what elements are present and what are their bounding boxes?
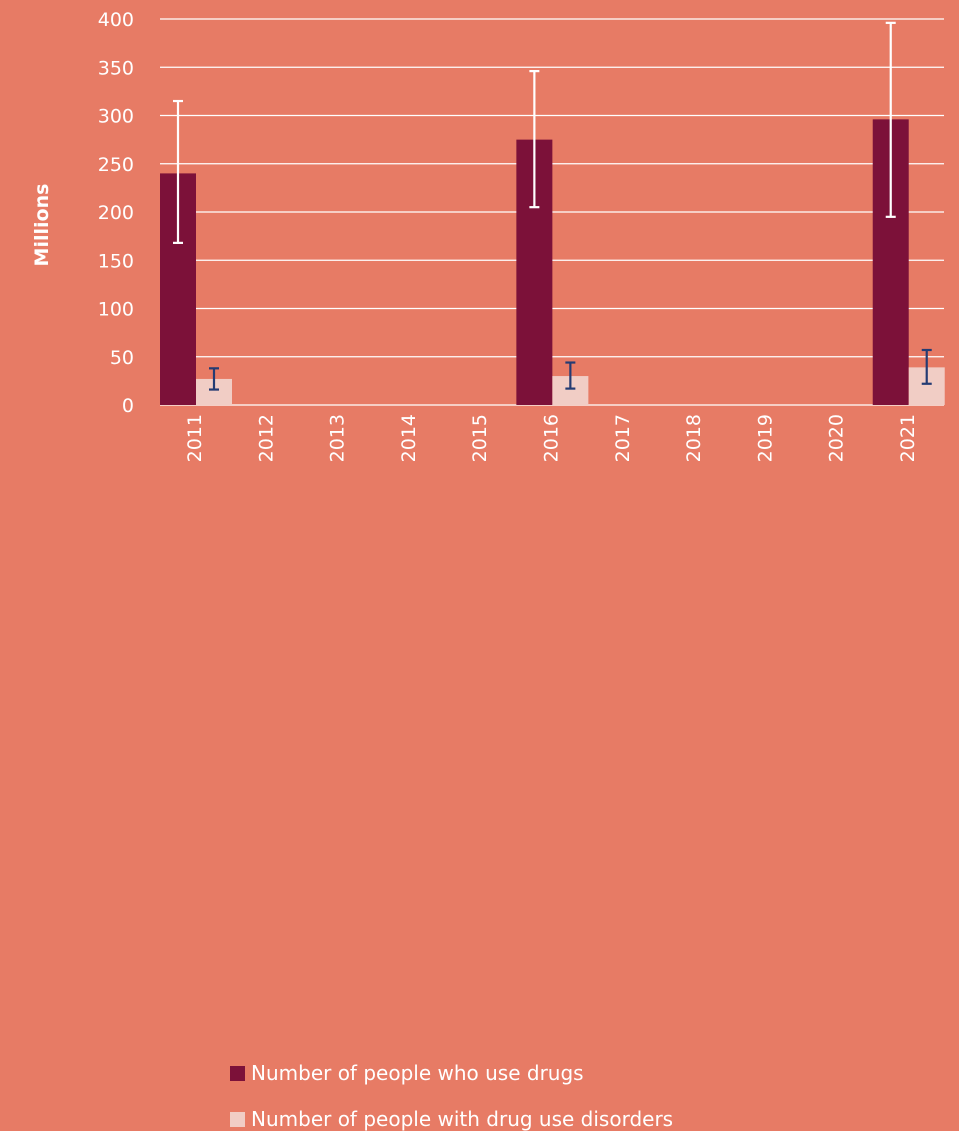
y-tick-label-400: 400 [98, 9, 134, 31]
x-tick-label-2020: 2020 [826, 414, 848, 462]
x-tick-label-2019: 2019 [754, 414, 776, 462]
chart-plot: Millions 0 50 100 150 200 250 300 350 400 2011 201… [31, 9, 945, 462]
chart: Millions 0 50 100 150 200 250 300 350 400 2011 201… [31, 9, 945, 1131]
y-axis-title: Millions [31, 184, 53, 267]
y-tick-label-200: 200 [98, 202, 134, 224]
legend-label-people-who-use-drugs: Number of people who use drugs [251, 1061, 584, 1085]
x-tick-label-2021: 2021 [897, 414, 919, 462]
x-tick-label-2014: 2014 [398, 414, 420, 462]
x-tick-label-2016: 2016 [541, 414, 563, 462]
legend-swatch-people-with-drug-use-disorders [230, 1111, 245, 1127]
legend-item-people-with-drug-use-disorders: Number of people with drug use disorders [230, 1107, 673, 1131]
y-tick-label-150: 150 [98, 250, 134, 272]
x-tick-label-2012: 2012 [255, 414, 277, 462]
x-tick-label-2015: 2015 [469, 414, 491, 462]
x-tick-label-2018: 2018 [683, 414, 705, 462]
x-tick-label-2013: 2013 [327, 414, 349, 462]
y-tick-label-100: 100 [98, 299, 134, 321]
y-tick-label-250: 250 [98, 154, 134, 176]
x-tick-label-2011: 2011 [184, 414, 206, 462]
y-tick-label-0: 0 [122, 395, 134, 417]
y-tick-label-350: 350 [98, 57, 134, 79]
legend-label-people-with-drug-use-disorders: Number of people with drug use disorders [251, 1107, 674, 1131]
legend-item-people-who-use-drugs: Number of people who use drugs [230, 1061, 584, 1085]
legend-swatch-people-who-use-drugs [230, 1065, 245, 1081]
y-tick-label-300: 300 [98, 106, 134, 128]
y-tick-label-50: 50 [110, 347, 134, 369]
x-tick-label-2017: 2017 [612, 414, 634, 462]
